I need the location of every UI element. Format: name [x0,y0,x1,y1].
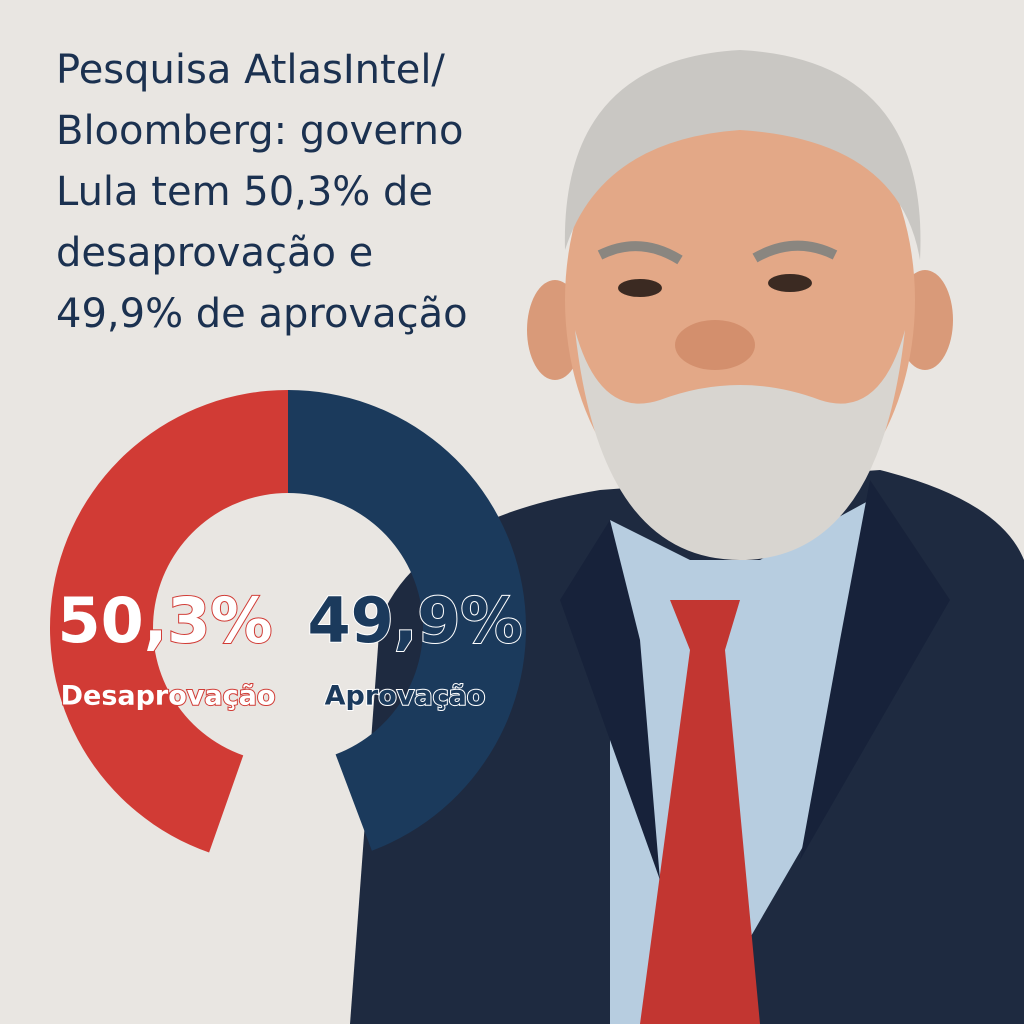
hair [564,50,921,260]
eye [618,279,662,297]
beard [575,330,905,560]
donut: 50,3% Desaprovação 49,9% Aprovação [49,390,527,853]
value-label: 49,9% [307,584,522,657]
donut-segment [49,390,289,853]
eyebrows [597,240,838,265]
chart-title: Pesquisa AtlasIntel/ Bloomberg: governo … [56,47,468,337]
category-label: Aprovação [325,681,486,712]
eye [768,274,812,292]
nose [675,320,755,370]
donut-segment [288,390,527,851]
category-label: Desaprovação [61,681,276,712]
value-label: 50,3% [57,584,272,657]
tie [640,600,760,1024]
lapel [560,480,950,880]
